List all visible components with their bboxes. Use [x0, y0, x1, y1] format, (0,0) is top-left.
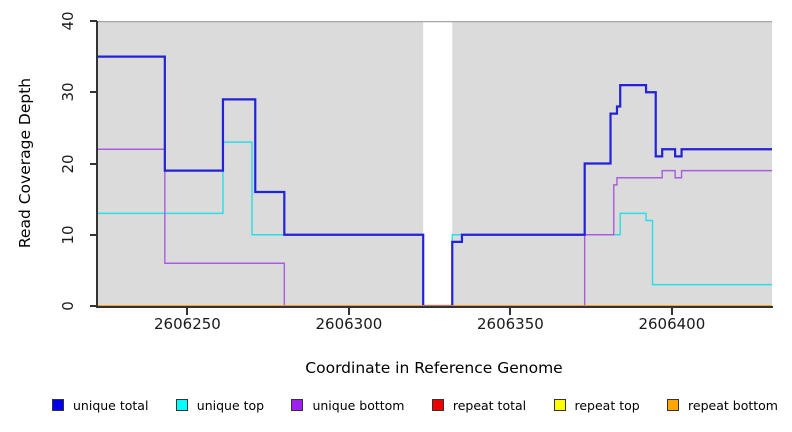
legend-item-unique-bottom: unique bottom: [291, 397, 405, 413]
series-line-unique-bottom: [97, 148, 772, 307]
legend-item-unique-total: unique total: [52, 398, 148, 413]
x-tick-label: 2606300: [315, 315, 383, 333]
chart-plot-svg: [97, 20, 772, 308]
y-axis-line: [96, 21, 98, 307]
legend-item-repeat-bottom: repeat bottom: [667, 398, 778, 413]
series-line-unique-total: [97, 55, 772, 308]
x-tick-mark: [186, 308, 189, 315]
x-axis-line: [96, 306, 773, 308]
y-tick-label: 20: [59, 153, 77, 174]
y-tick-label: 30: [59, 82, 77, 102]
legend-swatch-unique-bottom: [291, 399, 304, 411]
no-data-region: [423, 20, 453, 306]
legend-swatch-unique-top: [175, 399, 188, 411]
plot-area: [97, 20, 772, 308]
legend: unique total unique top unique bottom repea…: [52, 393, 778, 417]
x-tick-mark: [670, 308, 673, 315]
x-tick-label: 2606350: [476, 315, 544, 333]
legend-label: repeat bottom: [688, 397, 778, 413]
x-tick-mark: [509, 308, 512, 315]
legend-label: unique bottom: [312, 397, 405, 413]
legend-swatch-repeat-total: [431, 399, 444, 411]
y-tick-label: 0: [59, 301, 77, 311]
legend-item-repeat-total: repeat total: [431, 397, 527, 413]
legend-label: unique top: [196, 397, 265, 413]
x-tick-label: 2606400: [638, 315, 706, 333]
legend-label: repeat total: [452, 397, 527, 413]
x-axis-title: Coordinate in Reference Genome: [305, 359, 563, 377]
legend-swatch-repeat-bottom: [667, 399, 680, 411]
legend-swatch-unique-total: [52, 399, 64, 411]
legend-swatch-repeat-top: [553, 399, 566, 411]
y-tick-label: 10: [59, 225, 77, 245]
legend-label: repeat top: [574, 397, 640, 413]
x-tick-mark: [347, 308, 350, 315]
y-axis-title: Read Coverage Depth: [16, 77, 34, 249]
legend-label: unique total: [73, 397, 149, 413]
y-tick-label: 40: [59, 11, 77, 31]
legend-item-unique-top: unique top: [175, 397, 265, 413]
x-tick-label: 2606250: [154, 315, 221, 333]
legend-item-repeat-top: repeat top: [553, 397, 640, 413]
